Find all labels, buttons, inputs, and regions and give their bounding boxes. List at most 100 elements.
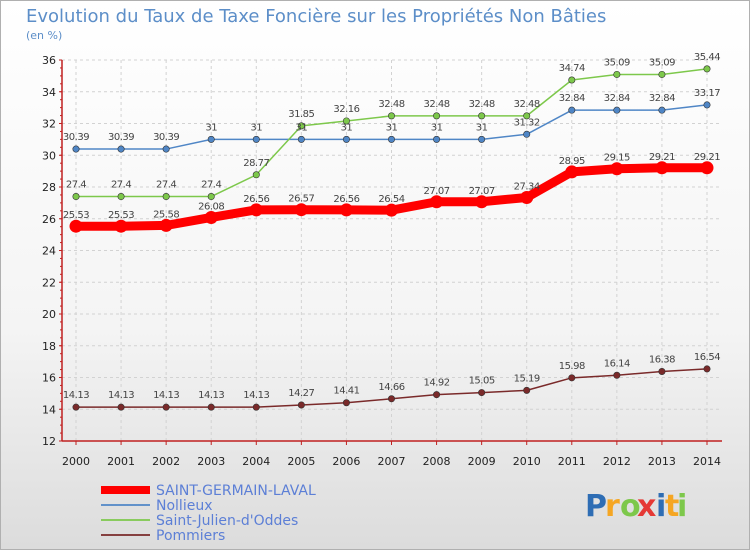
legend-label: Saint-Julien-d'Oddes [156,513,298,529]
x-tick-label: 2011 [558,455,586,468]
data-label: 14.92 [424,378,450,389]
data-label: 30.39 [108,132,134,143]
legend-label: Nollieux [156,498,212,514]
data-point [72,145,80,153]
y-tick-label: 16 [42,372,56,385]
data-point [387,112,395,120]
data-point [520,190,534,204]
data-point [478,135,486,143]
logo-letter-i: i [656,489,666,524]
x-tick-label: 2004 [242,455,270,468]
legend-label: Pommiers [156,528,225,544]
data-point [114,219,128,233]
y-tick-label: 12 [42,435,56,448]
x-tick-label: 2014 [693,455,721,468]
data-point [610,162,624,176]
data-label: 26.54 [378,194,404,205]
data-label: 32.84 [604,93,630,104]
data-label: 26.56 [333,194,359,205]
data-point [297,401,305,409]
logo-letter-r: r [605,489,620,524]
legend: SAINT-GERMAIN-LAVALNollieuxSaint-Julien-… [101,483,316,544]
x-tick-label: 2008 [423,455,451,468]
data-point [385,203,398,217]
data-label: 32.16 [333,104,359,115]
data-point [294,203,308,217]
y-tick-label: 26 [42,213,56,226]
data-point [249,203,263,217]
data-point [297,122,305,130]
data-point [478,112,486,120]
logo-letter-i2: i [677,489,687,524]
data-label: 27.4 [201,180,221,191]
y-tick-label: 36 [42,54,56,67]
data-label: 29.15 [604,153,630,164]
x-tick-label: 2010 [513,455,541,468]
data-label: 27.34 [514,181,540,192]
y-tick-label: 20 [42,308,56,321]
data-label: 35.44 [694,52,720,63]
data-label: 29.21 [649,152,675,163]
x-tick-label: 2013 [648,455,676,468]
logo-letter-o: o [620,489,641,524]
data-point [565,165,579,179]
data-point [523,386,531,394]
data-label: 34.74 [559,63,585,74]
data-point [568,106,576,114]
data-label: 15.19 [514,373,540,384]
data-point [162,403,170,411]
data-label: 31 [476,122,488,133]
y-tick-label: 34 [42,86,56,99]
data-label: 29.21 [694,152,720,163]
data-label: 32.48 [469,99,495,110]
data-label: 14.41 [333,386,359,397]
data-label: 16.38 [649,354,675,365]
data-point [700,161,714,175]
data-point [72,193,80,201]
data-label: 35.09 [649,57,675,68]
x-tick-label: 2003 [197,455,225,468]
data-point [252,171,260,179]
data-point [568,76,576,84]
data-point [117,403,125,411]
data-point [207,193,215,201]
data-label: 14.27 [288,388,314,399]
data-label: 16.54 [694,352,720,363]
data-point [658,367,666,375]
series-layer [69,65,714,411]
data-label: 32.48 [424,99,450,110]
x-tick-label: 2012 [603,455,631,468]
data-labels: 30.39 30.39 30.39 31 31 31 31 31 31 31 31.32 32.84 3… [63,52,721,401]
data-label: 27.4 [66,180,86,191]
data-label: 25.53 [108,210,134,221]
data-point [159,218,173,232]
proxiti-logo: P r o x i t i [585,489,687,524]
data-label: 26.57 [288,194,314,205]
y-tick-label: 24 [42,245,56,258]
data-label: 33.17 [694,88,720,99]
data-label: 15.98 [559,361,585,372]
data-label: 31 [431,122,443,133]
x-tick-label: 2005 [287,455,315,468]
logo-letter-t: t [665,489,679,524]
data-label: 31 [205,122,217,133]
x-tick-label: 2002 [152,455,180,468]
data-label: 25.53 [63,210,89,221]
y-tick-label: 22 [42,276,56,289]
data-label: 32.84 [559,93,585,104]
data-label: 30.39 [153,132,179,143]
y-tick-label: 30 [42,149,56,162]
data-label: 30.39 [63,132,89,143]
data-label: 28.77 [243,158,269,169]
data-point [387,395,395,403]
data-point [523,130,531,138]
logo-letter-x: x [637,489,656,524]
chart-title: Evolution du Taux de Taxe Foncière sur l… [26,6,606,27]
data-point [430,195,444,209]
data-label: 14.13 [63,390,89,401]
data-label: 35.09 [604,57,630,68]
data-label: 26.08 [198,201,224,212]
data-point [613,106,621,114]
data-point [252,403,260,411]
y-tick-label: 18 [42,340,56,353]
